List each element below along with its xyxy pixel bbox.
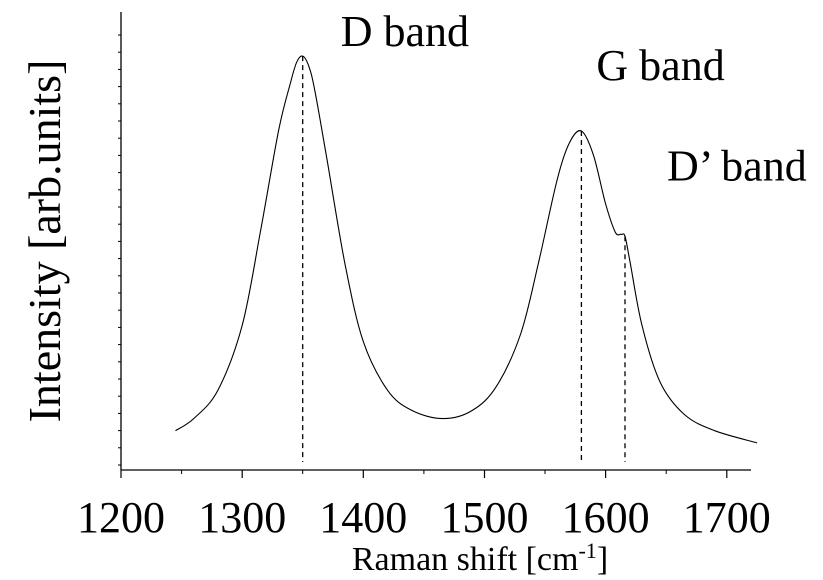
band-label: G band: [596, 41, 724, 90]
band-label: D band: [341, 7, 469, 56]
peak-marker-lines: [302, 56, 626, 462]
x-axis-ticks: [120, 470, 728, 478]
x-axis-label: Raman shift [cm-1]: [352, 538, 608, 578]
x-axis-label-superscript: -1: [578, 538, 596, 563]
x-axis-label-main: Raman shift [cm: [352, 541, 579, 578]
x-tick-label: 1400: [319, 493, 407, 542]
x-tick-label: 1700: [683, 493, 771, 542]
y-axis-label: Intensity [arb.units]: [19, 60, 70, 423]
x-axis-label-suffix: ]: [597, 541, 608, 578]
x-tick-label: 1500: [441, 493, 529, 542]
y-axis-ticks: [118, 34, 121, 466]
x-tick-label: 1200: [77, 493, 165, 542]
band-label: D’ band: [667, 141, 807, 190]
series-line: [175, 55, 758, 444]
x-axis-tick-labels: 1200 1300 1400 1500 1600 1700: [77, 493, 771, 542]
band-labels: D band G band D’ band: [341, 7, 807, 190]
x-tick-label: 1300: [198, 493, 286, 542]
x-tick-label: 1600: [562, 493, 650, 542]
